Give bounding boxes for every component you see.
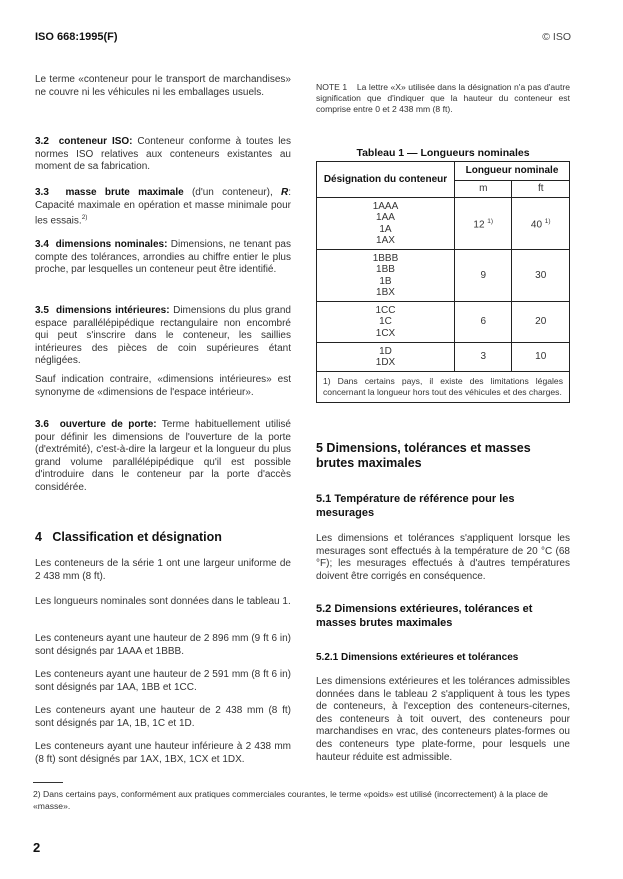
- sauf-paragraph: Sauf indication contraire, «dimensions i…: [35, 374, 291, 398]
- clause-number: 3.5: [35, 305, 49, 316]
- s4-para-1: Les conteneurs de la série 1 ont une lar…: [35, 558, 291, 582]
- note-text: La lettre «X» utilisée dans la désignati…: [316, 82, 570, 114]
- footnote-ref: 1): [544, 218, 551, 226]
- s5-1-paragraph: Les dimensions et tolérances s'appliquen…: [316, 533, 570, 582]
- length-ft: 20: [511, 301, 570, 343]
- designations: 1D 1DX: [316, 342, 455, 372]
- header-longueur: Longueur nominale: [454, 161, 570, 181]
- copyright: © ISO: [542, 31, 571, 43]
- header-m: m: [453, 180, 513, 198]
- clause-term: ouverture de porte:: [59, 419, 157, 430]
- table-1-title: Tableau 1 — Longueurs nominales: [356, 147, 530, 159]
- clause-3-6: 3.6 ouverture de porte: Terme habituelle…: [35, 419, 291, 495]
- clause-term: dimensions intérieures:: [55, 305, 170, 316]
- clause-term: dimensions nominales:: [55, 239, 168, 250]
- length-ft: 30: [511, 249, 570, 302]
- clause-3-2: 3.2 conteneur ISO: Conteneur conforme à …: [35, 136, 291, 174]
- footnote-ref: 1): [487, 218, 494, 226]
- length-m: 12 1): [453, 197, 513, 250]
- section-5-heading: 5 Dimensions, tolérances et masses brute…: [316, 441, 531, 470]
- s5-2-1-paragraph: Les dimensions extérieures et les toléra…: [316, 676, 570, 763]
- section-4-heading: 4 Classification et désignation: [35, 530, 222, 544]
- clause-text-2: : Capacité maximale en opération et mass…: [35, 187, 291, 227]
- footnote-2: 2) Dans certains pays, conformément aux …: [33, 789, 548, 811]
- table-footnote: 1) Dans certains pays, il existe des lim…: [316, 371, 570, 403]
- table-row: 1D 1DX 3 10: [316, 342, 570, 372]
- header-ft: ft: [511, 180, 570, 198]
- clause-number: 3.6: [35, 419, 49, 430]
- s4-para-5: Les conteneurs ayant une hauteur de 2 43…: [35, 705, 291, 729]
- document-id: ISO 668:1995(F): [35, 31, 118, 43]
- footnote-ref: 2): [81, 214, 88, 222]
- clause-text: Dimensions du plus grand espace parallél…: [35, 305, 291, 367]
- page-number: 2: [33, 840, 41, 855]
- length-ft: 40 1): [511, 197, 570, 250]
- length-m: 6: [453, 301, 513, 343]
- section-5-2-1-heading: 5.2.1 Dimensions extérieures et toléranc…: [316, 652, 519, 663]
- s4-para-3: Les conteneurs ayant une hauteur de 2 89…: [35, 633, 291, 657]
- note-label: NOTE 1: [316, 82, 348, 92]
- clause-text: Dimensions, ne tenant pas compte des tol…: [35, 239, 291, 276]
- section-5-2-heading: 5.2 Dimensions extérieures, tolérances e…: [316, 603, 533, 629]
- designations: 1BBB 1BB 1B 1BX: [316, 249, 455, 302]
- symbol: R: [280, 187, 289, 198]
- s4-para-6: Les conteneurs ayant une hauteur inférie…: [35, 741, 291, 765]
- clause-3-4: 3.4 dimensions nominales: Dimensions, ne…: [35, 239, 291, 277]
- clause-term: conteneur ISO:: [58, 136, 133, 147]
- length-m: 3: [453, 342, 513, 372]
- intro-paragraph: Le terme «conteneur pour le transport de…: [35, 74, 291, 98]
- clause-number: 3.2: [35, 136, 49, 147]
- length-ft: 10: [511, 342, 570, 372]
- clause-text: Conteneur conforme à toutes les normes I…: [35, 136, 291, 173]
- clause-3-3: 3.3 masse brute maximale (d'un conteneur…: [35, 187, 291, 228]
- section-5-1-heading: 5.1 Température de référence pour les me…: [316, 493, 515, 519]
- footnote-divider: [33, 782, 63, 783]
- length-m: 9: [453, 249, 513, 302]
- clause-text: Terme habituellement utilisé pour défini…: [35, 419, 291, 493]
- table-row: 1CC 1C 1CX 6 20: [316, 301, 570, 343]
- designations: 1CC 1C 1CX: [316, 301, 455, 343]
- table-row: 1BBB 1BB 1B 1BX 9 30: [316, 249, 570, 302]
- clause-text: (d'un conteneur),: [183, 187, 281, 198]
- designations: 1AAA 1AA 1A 1AX: [316, 197, 455, 250]
- table-row: 1AAA 1AA 1A 1AX 12 1) 40 1): [316, 197, 570, 250]
- clause-3-5: 3.5 dimensions intérieures: Dimensions d…: [35, 305, 291, 368]
- note-1: NOTE 1 La lettre «X» utilisée dans la dé…: [316, 82, 570, 115]
- clause-term: masse brute maximale: [65, 187, 184, 198]
- s4-para-4: Les conteneurs ayant une hauteur de 2 59…: [35, 669, 291, 693]
- s4-para-2: Les longueurs nominales sont données dan…: [35, 596, 291, 607]
- table-1: Désignation du conteneur Longueur nomina…: [316, 161, 570, 403]
- header-designation: Désignation du conteneur: [316, 161, 455, 198]
- clause-number: 3.3: [35, 187, 49, 198]
- clause-number: 3.4: [35, 239, 49, 250]
